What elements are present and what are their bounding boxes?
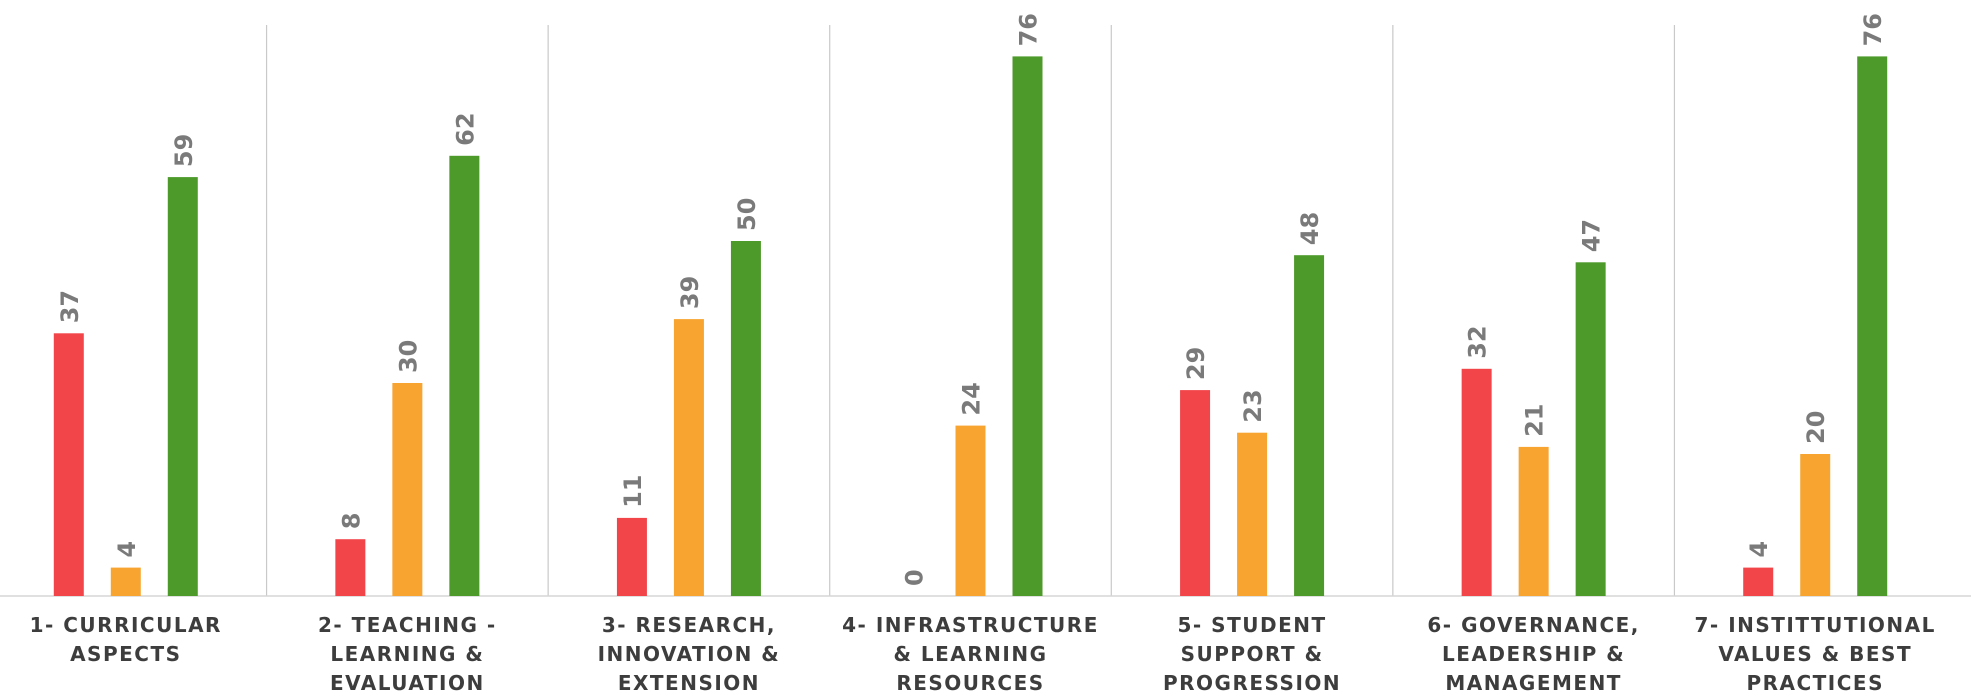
category-label-2-line-1: 2- TEACHING -: [318, 613, 497, 637]
category-label-1-line-2: ASPECTS: [70, 642, 181, 666]
bar-4-3: [1012, 56, 1043, 596]
group-dividers: [265, 25, 1676, 596]
data-label-7-3: 76: [1859, 13, 1887, 46]
bar-2-3: [449, 155, 480, 597]
bar-6-1: [1461, 368, 1492, 596]
data-label-2-3: 62: [451, 112, 479, 145]
bar-7-2: [1800, 454, 1831, 596]
bar-3-2: [673, 319, 704, 596]
category-label-3-line-3: EXTENSION: [618, 671, 760, 695]
category-label-4-line-3: RESOURCES: [896, 671, 1044, 695]
category-label-3-line-2: INNOVATION &: [598, 642, 781, 666]
bar-3-3: [730, 241, 761, 596]
bar-4-2: [955, 425, 986, 596]
data-label-7-1: 4: [1745, 541, 1773, 558]
data-label-5-1: 29: [1182, 347, 1210, 380]
category-label-6-line-1: 6- GOVERNANCE,: [1427, 613, 1640, 637]
bars-layer: [53, 56, 1888, 597]
data-label-3-3: 50: [733, 198, 761, 231]
bar-5-2: [1237, 432, 1268, 596]
data-label-6-2: 21: [1521, 403, 1549, 436]
category-label-2-line-2: LEARNING &: [330, 642, 484, 666]
bar-7-3: [1857, 56, 1888, 596]
category-label-5-line-1: 5- STUDENT: [1178, 613, 1327, 637]
data-label-5-3: 48: [1296, 212, 1324, 245]
bar-5-1: [1180, 390, 1211, 596]
category-label-3-line-1: 3- RESEARCH,: [602, 613, 776, 637]
category-label-4-line-2: & LEARNING: [893, 642, 1047, 666]
bar-3-1: [616, 517, 647, 596]
bar-6-3: [1575, 262, 1606, 596]
data-label-5-2: 23: [1239, 389, 1267, 422]
bar-5-3: [1294, 255, 1325, 596]
bar-6-2: [1518, 446, 1549, 596]
bar-2-1: [335, 539, 366, 596]
category-label-4-line-1: 4- INFRASTRUCTURE: [842, 613, 1099, 637]
category-labels-layer: 1- CURRICULAR ASPECTS 2- TEACHING - LEARNIN…: [30, 613, 1936, 695]
category-label-6-line-2: LEADERSHIP &: [1442, 642, 1625, 666]
data-label-1-1: 37: [56, 290, 84, 323]
data-label-1-3: 59: [170, 134, 198, 167]
category-label-5-line-2: SUPPORT &: [1181, 642, 1324, 666]
data-label-7-2: 20: [1802, 411, 1830, 444]
data-label-1-2: 4: [113, 541, 141, 558]
data-label-6-1: 32: [1464, 325, 1492, 358]
category-label-1-line-1: 1- CURRICULAR: [30, 613, 222, 637]
data-label-3-2: 39: [676, 276, 704, 309]
bar-1-1: [53, 333, 84, 596]
data-label-4-3: 76: [1015, 13, 1043, 46]
category-label-5-line-3: PROGRESSION: [1163, 671, 1341, 695]
category-label-7-line-2: VALUES & BEST: [1718, 642, 1912, 666]
data-label-3-1: 11: [619, 474, 647, 507]
category-label-7-line-1: 7- INSTITTUTIONAL: [1695, 613, 1936, 637]
data-label-2-2: 30: [394, 340, 422, 373]
bar-2-2: [392, 383, 423, 596]
category-label-2-line-3: EVALUATION: [330, 671, 485, 695]
data-label-2-1: 8: [337, 512, 365, 529]
data-labels-layer: 37 4 59 8 30 62 11 39 50 0 24 76 29 23 48 32 21 47 4 20 76: [56, 13, 1887, 586]
bar-1-3: [167, 177, 198, 596]
data-label-4-2: 24: [958, 382, 986, 415]
bar-1-2: [110, 567, 141, 596]
data-label-6-3: 47: [1578, 219, 1606, 252]
data-label-4-1: 0: [901, 569, 929, 586]
bar-7-1: [1743, 567, 1774, 596]
category-label-7-line-3: PRACTICES: [1746, 671, 1884, 695]
category-label-6-line-3: MANAGEMENT: [1445, 671, 1622, 695]
